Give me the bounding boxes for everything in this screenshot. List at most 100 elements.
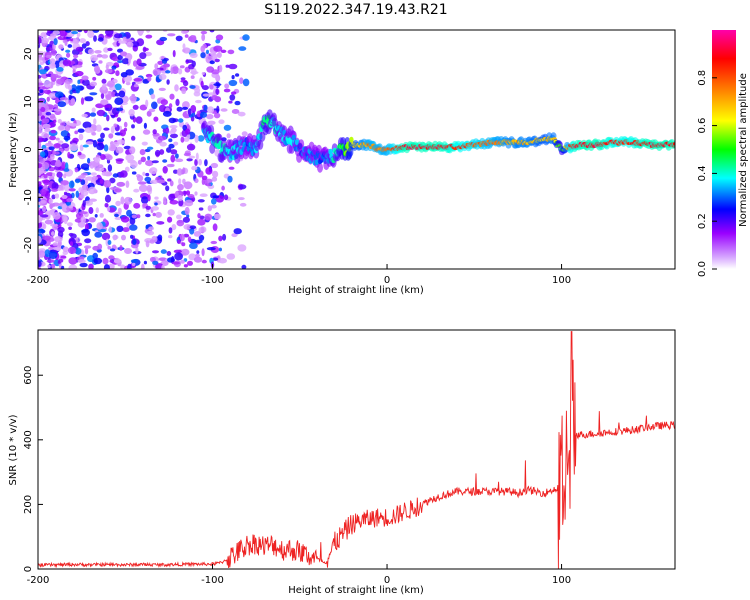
- spectrogram-noise-blob: [93, 118, 97, 125]
- spectrogram-noise-blob: [162, 159, 168, 163]
- spectrogram-noise-blob: [216, 52, 222, 58]
- spectrogram-noise-blob: [94, 50, 102, 54]
- spectrogram-noise-blob: [122, 36, 127, 42]
- spectrogram-noise-blob: [50, 49, 57, 56]
- spectrogram-noise-blob: [38, 228, 45, 234]
- spectrogram-noise-blob: [101, 78, 107, 84]
- spectrogram-noise-blob: [118, 40, 127, 44]
- spectrogram-noise-blob: [63, 216, 68, 225]
- spectrogram-noise-blob: [122, 227, 130, 233]
- spectrogram-noise-blob: [189, 225, 197, 230]
- spectrogram-noise-blob: [105, 30, 114, 36]
- spectrogram-noise-blob: [109, 259, 114, 263]
- spectrogram-noise-blob: [118, 90, 126, 98]
- spectrogram-noise-blob: [233, 228, 242, 235]
- spectrogram-noise-blob: [216, 105, 220, 114]
- spectrogram-noise-blob: [200, 52, 206, 59]
- spectrogram-noise-blob: [113, 37, 122, 42]
- y-tick-label: 0: [23, 146, 34, 152]
- spectrogram-noise-blob: [210, 240, 218, 245]
- spectrogram-noise-blob: [180, 77, 186, 81]
- spectrogram-noise-blob: [57, 125, 66, 131]
- spectrogram-noise-blob: [116, 117, 122, 122]
- spectrogram-noise-blob: [212, 195, 220, 199]
- spectrogram-noise-blob: [145, 73, 153, 78]
- spectrogram-noise-blob: [237, 244, 247, 252]
- spectrogram-noise-blob: [81, 228, 90, 237]
- spectrogram-noise-blob: [103, 104, 112, 108]
- spectrogram-noise-blob: [178, 178, 182, 185]
- spectrogram-noise-blob: [156, 221, 165, 225]
- spectrogram-noise-blob: [123, 145, 132, 150]
- snr-x-label: Height of straight line (km): [288, 585, 424, 596]
- spectrogram-noise-blob: [194, 191, 198, 196]
- spectrogram-noise-blob: [196, 110, 202, 118]
- spectrogram-noise-blob: [171, 261, 180, 265]
- spectrogram-noise-blob: [45, 142, 54, 147]
- spectrogram-noise-blob: [64, 124, 71, 132]
- spectrogram-noise-blob: [145, 160, 154, 167]
- spectrogram-noise-blob: [170, 154, 176, 163]
- spectrogram-noise-blob: [169, 180, 174, 187]
- spectrogram-noise-blob: [146, 146, 154, 150]
- spectrogram-noise-blob: [78, 211, 88, 215]
- spectrogram-noise-blob: [70, 98, 76, 105]
- spectrogram-noise-blob: [63, 168, 70, 172]
- spectrogram-noise-blob: [135, 247, 139, 254]
- spectrogram-noise-blob: [107, 164, 113, 172]
- spectrogram-noise-blob: [167, 209, 175, 216]
- spectrogram-noise-blob: [38, 54, 42, 59]
- spectrogram-noise-blob: [67, 44, 73, 48]
- spectrogram-noise-blob: [141, 196, 149, 205]
- spectrogram-noise-blob: [53, 143, 61, 149]
- spectrogram-noise-blob: [51, 231, 55, 236]
- spectrogram-noise-blob: [145, 240, 150, 248]
- spectrogram-noise-blob: [57, 118, 62, 124]
- spectrogram-noise-blob: [38, 141, 42, 149]
- spectrogram-noise-blob: [82, 200, 86, 207]
- spectrogram-noise-blob: [149, 239, 155, 244]
- spectrogram-noise-blob: [42, 223, 47, 230]
- spectrogram-noise-blob: [202, 93, 210, 97]
- spectrogram-noise-blob: [228, 166, 235, 170]
- spectrogram-noise-blob: [180, 259, 185, 264]
- spectrogram-noise-blob: [177, 239, 181, 244]
- spectrogram-noise-blob: [199, 111, 208, 118]
- spectrogram-noise-blob: [100, 154, 106, 160]
- spectrogram-noise-blob: [68, 226, 72, 230]
- spectrogram-noise-blob: [115, 158, 124, 162]
- spectrogram-noise-blob: [182, 43, 186, 50]
- spectrogram-noise-blob: [159, 141, 167, 147]
- spectrogram-noise-blob: [119, 245, 123, 251]
- spectrogram-ridge-core: [328, 148, 333, 155]
- spectrogram-noise-blob: [138, 184, 148, 192]
- spectrogram-noise-blob: [90, 54, 99, 62]
- spectrogram-noise-blob: [71, 30, 78, 35]
- spectrogram-noise-blob: [78, 187, 83, 193]
- spectrogram-noise-blob: [171, 66, 180, 74]
- spectrogram-noise-blob: [125, 69, 134, 76]
- spectrogram-noise-blob: [137, 181, 147, 185]
- spectrogram-noise-blob: [60, 122, 66, 126]
- spectrogram-noise-blob: [176, 168, 183, 176]
- spectrogram-noise-blob: [145, 205, 151, 210]
- spectrogram-noise-blob: [155, 211, 163, 218]
- spectrogram-noise-blob: [166, 147, 172, 153]
- spectrogram-noise-blob: [127, 263, 132, 269]
- spectrogram-noise-blob: [212, 170, 219, 178]
- spectrogram-noise-blob: [87, 48, 95, 55]
- spectrogram-noise-blob: [109, 263, 115, 269]
- spectrogram-noise-blob: [40, 106, 46, 113]
- y-tick-label: 600: [23, 366, 34, 385]
- spectrogram-noise-blob: [104, 68, 113, 74]
- spectrogram-noise-blob: [39, 61, 44, 65]
- spectrogram-noise-blob: [166, 163, 175, 168]
- spectrogram-noise-blob: [190, 116, 195, 122]
- spectrogram-noise-blob: [84, 127, 93, 133]
- spectrogram-noise-blob: [146, 184, 152, 193]
- spectrogram-noise-blob: [238, 197, 245, 201]
- spectrogram-noise-blob: [156, 179, 166, 184]
- spectrogram-ridge-halo: [298, 139, 305, 150]
- spectrogram-noise-blob: [106, 114, 110, 122]
- spectrogram-noise-blob: [40, 188, 47, 195]
